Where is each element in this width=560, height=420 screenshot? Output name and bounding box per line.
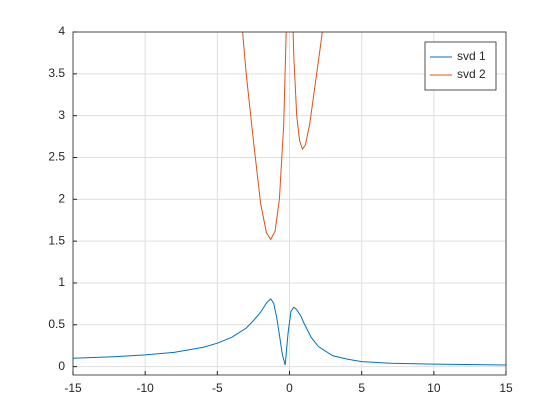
legend-box	[424, 41, 497, 91]
x-tick-label: -5	[212, 381, 223, 395]
x-tick-label: -15	[64, 381, 82, 395]
y-tick-label: 3.5	[48, 66, 65, 80]
x-tick-label: 0	[286, 381, 293, 395]
y-tick-label: 1.5	[48, 233, 65, 247]
plot-lines	[73, 32, 506, 366]
x-tick-label: 15	[499, 381, 513, 395]
x-tick-label: -10	[136, 381, 154, 395]
y-tick-label: 1	[58, 275, 65, 289]
x-tick-label: 5	[358, 381, 365, 395]
x-tick-label: 10	[427, 381, 441, 395]
y-tick-label: 3	[58, 108, 65, 122]
y-tick-label: 0.5	[48, 317, 65, 331]
y-tick-label: 2	[58, 191, 65, 205]
legend-label: svd 1	[457, 49, 486, 63]
legend-label: svd 2	[457, 67, 486, 81]
y-tick-label: 0	[58, 359, 65, 373]
line-series	[73, 298, 506, 366]
y-tick-label: 2.5	[48, 150, 65, 164]
axes-box	[72, 31, 507, 376]
y-tick-label: 4	[58, 24, 65, 38]
line-series	[242, 32, 323, 241]
